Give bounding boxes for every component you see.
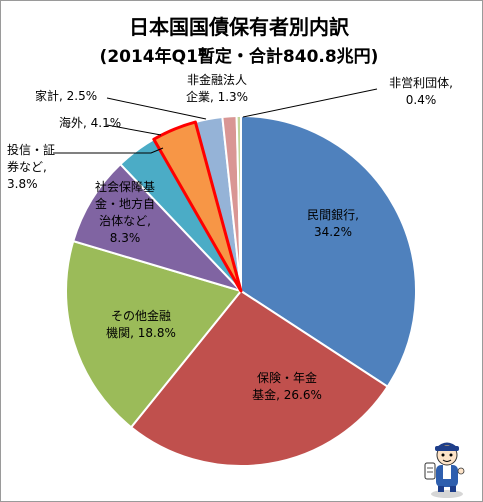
data-label-hoken: 保険・年金基金, 26.6%	[252, 370, 322, 402]
leader-lines	[53, 88, 378, 154]
data-label-hieiri: 非営利団体, 0.4%	[389, 76, 453, 107]
pie-slice-sonota	[65, 239, 243, 429]
pie-slice-hoken	[129, 289, 389, 468]
data-label-kakei: 家計, 2.5%	[35, 88, 97, 103]
mascot-illustration	[424, 442, 465, 498]
leader-line-hieiri	[242, 88, 378, 118]
chart-subtitle: (2014年Q1暫定・合計840.8兆円)	[100, 46, 379, 67]
data-label-shakai: 社会保障基金・地方自治体など, 8.3%	[95, 179, 155, 245]
leader-line-kakei	[106, 97, 207, 120]
leader-line-toshin	[53, 147, 164, 154]
leader-line-kaigai	[106, 124, 162, 136]
data-label-hikinyu: 非金融法人企業, 1.3%	[186, 72, 248, 104]
pie-slice-hieiri	[235, 114, 242, 292]
data-label-sonota: その他金融機関, 18.8%	[106, 308, 176, 340]
data-label-minkan: 民間銀行, 34.2%	[307, 208, 359, 239]
data-labels: 民間銀行, 34.2% 保険・年金基金, 26.6% その他金融機関, 18.8% 社会…	[7, 72, 453, 402]
data-label-toshin: 投信・証券など, 3.8%	[7, 142, 55, 191]
data-label-kaigai: 海外, 4.1%	[59, 115, 121, 130]
pie-slice-highlight-kaigai	[152, 120, 243, 293]
chart-title: 日本国国債保有者別内訳	[129, 15, 350, 39]
pie-slices	[65, 114, 417, 468]
pie-slice-shakai	[72, 162, 245, 294]
